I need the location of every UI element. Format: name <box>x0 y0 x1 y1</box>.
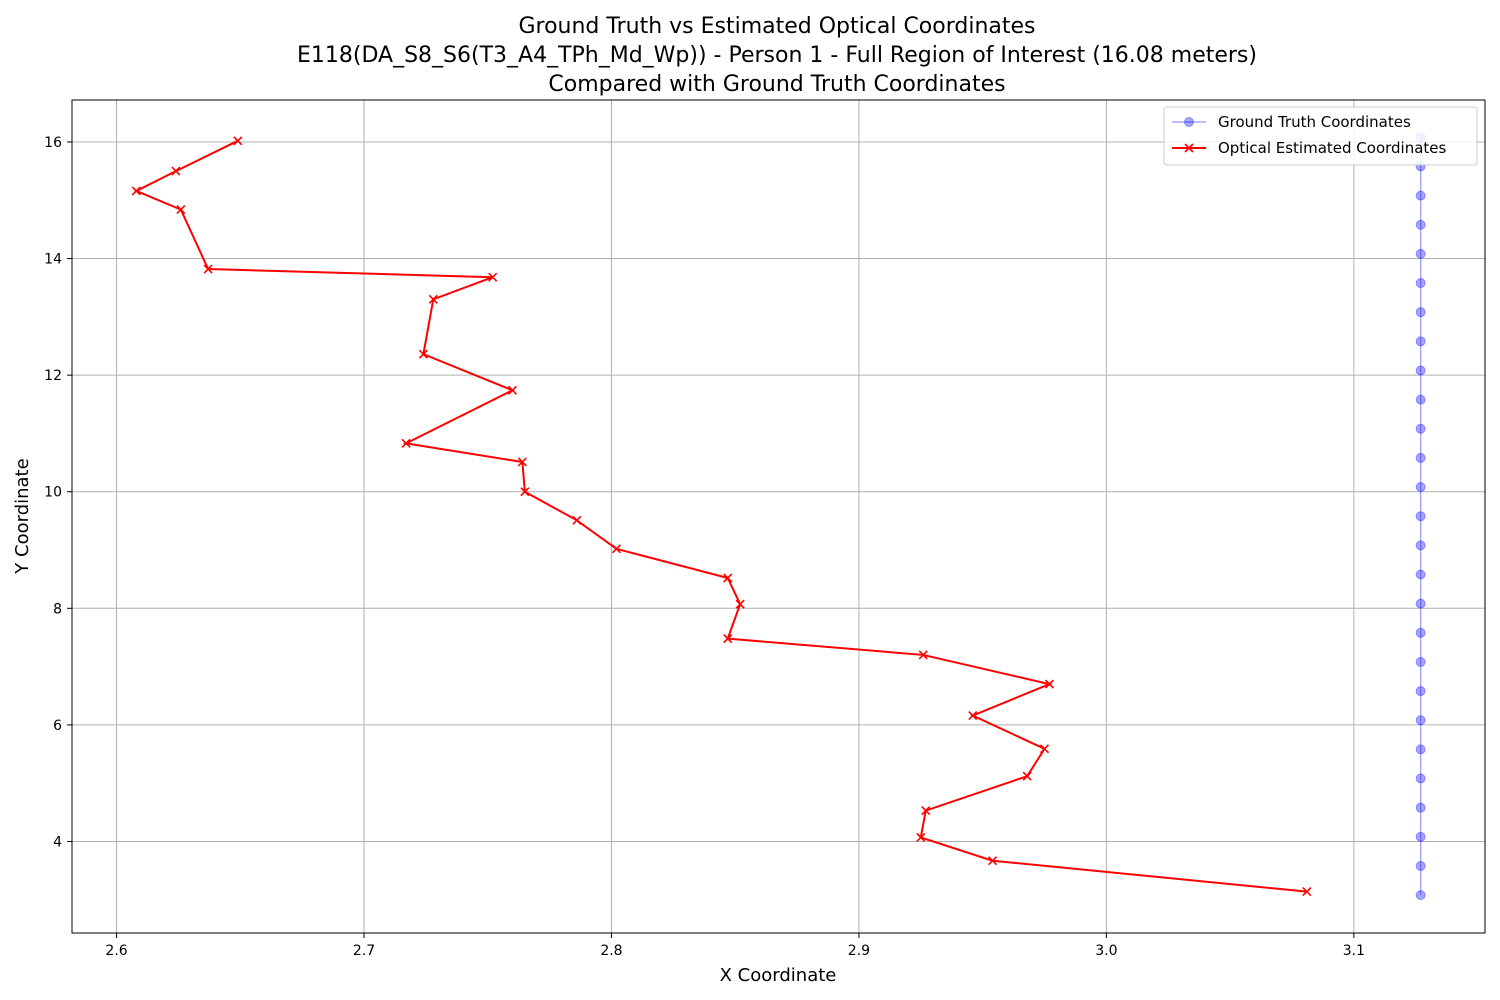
legend-item: Optical Estimated Coordinates <box>1172 139 1447 157</box>
data-point <box>1415 540 1426 551</box>
data-point <box>233 136 243 146</box>
data-point <box>1415 452 1426 463</box>
legend-label: Ground Truth Coordinates <box>1218 113 1411 131</box>
data-point <box>1415 715 1426 726</box>
data-point <box>1415 569 1426 580</box>
y-tick-label: 16 <box>44 135 62 151</box>
data-point <box>987 856 998 866</box>
x-tick-label: 2.7 <box>353 943 375 959</box>
data-point <box>171 166 181 176</box>
plot-frame <box>71 99 1486 934</box>
data-point <box>918 650 928 660</box>
data-point <box>1415 890 1426 901</box>
data-point <box>735 599 745 609</box>
x-tick-label: 2.8 <box>600 943 622 959</box>
chart-title-line-1: Ground Truth vs Estimated Optical Coordi… <box>518 14 1035 39</box>
data-point <box>520 487 530 497</box>
chart-title: Ground Truth vs Estimated Optical Coordi… <box>297 14 1257 97</box>
data-point <box>1415 773 1426 784</box>
data-point <box>1415 219 1426 230</box>
data-point <box>1415 336 1426 347</box>
y-tick-label: 6 <box>53 718 62 734</box>
x-tick-label: 2.6 <box>105 943 127 959</box>
y-tick-label: 14 <box>44 252 62 268</box>
y-axis-label: Y Coordinate <box>12 458 33 574</box>
data-point <box>131 186 141 196</box>
data-point <box>401 438 411 448</box>
data-point <box>507 385 518 395</box>
ticks: 2.6 2.7 2.8 2.9 3.0 3.1 4 6 8 10 12 14 16 <box>44 135 1365 959</box>
data-point <box>1044 679 1055 689</box>
y-tick-label: 10 <box>44 485 62 501</box>
chart-title-line-3: Compared with Ground Truth Coordinates <box>548 72 1005 97</box>
series-line <box>133 139 1307 893</box>
data-point <box>723 573 733 583</box>
legend-marker <box>1184 117 1194 127</box>
data-point <box>1415 831 1426 842</box>
data-point <box>1415 860 1426 871</box>
data-point <box>1415 656 1426 667</box>
data-point <box>517 457 527 467</box>
data-point <box>488 272 498 282</box>
data-point <box>723 634 733 644</box>
data-point <box>1302 887 1312 897</box>
data-point <box>921 806 931 816</box>
x-tick-label: 3.0 <box>1095 943 1117 959</box>
data-point <box>1415 278 1426 289</box>
data-point <box>1415 482 1426 493</box>
data-point <box>1415 190 1426 201</box>
data-point <box>572 515 582 525</box>
data-point <box>1415 744 1426 755</box>
data-point <box>1415 423 1426 434</box>
data-point <box>1415 598 1426 609</box>
data-point <box>1415 248 1426 259</box>
data-point <box>1039 744 1050 754</box>
data-point <box>1415 511 1426 522</box>
data-point <box>1415 307 1426 318</box>
y-tick-label: 12 <box>44 368 62 384</box>
x-tick-label: 2.9 <box>848 943 870 959</box>
legend-box <box>1163 106 1478 166</box>
data-point <box>1415 686 1426 697</box>
data-point <box>611 544 621 554</box>
grid <box>72 100 1485 933</box>
series-ground-truth <box>1415 132 1426 901</box>
data-point <box>1415 627 1426 638</box>
data-point <box>1415 365 1426 376</box>
data-point <box>176 205 186 215</box>
y-tick-label: 4 <box>53 834 62 850</box>
x-tick-label: 3.1 <box>1343 943 1365 959</box>
data-point <box>203 264 213 274</box>
data-point <box>1022 771 1032 781</box>
data-point <box>916 832 926 842</box>
x-axis-label: X Coordinate <box>720 965 837 986</box>
data-point <box>968 711 978 721</box>
legend-label: Optical Estimated Coordinates <box>1218 139 1447 157</box>
chart-title-line-2: E118(DA_S8_S6(T3_A4_TPh_Md_Wp)) - Person… <box>297 43 1257 68</box>
y-tick-label: 8 <box>53 601 62 617</box>
legend-marker <box>1184 143 1194 153</box>
legend: Ground Truth Coordinates Optical Estimate… <box>1163 106 1478 166</box>
series-optical-estimated <box>131 136 1312 897</box>
data-point <box>428 294 438 304</box>
data-point <box>418 349 428 359</box>
series-layer <box>131 132 1426 901</box>
data-point <box>1415 394 1426 405</box>
data-point <box>1415 802 1426 813</box>
legend-item: Ground Truth Coordinates <box>1172 113 1411 131</box>
